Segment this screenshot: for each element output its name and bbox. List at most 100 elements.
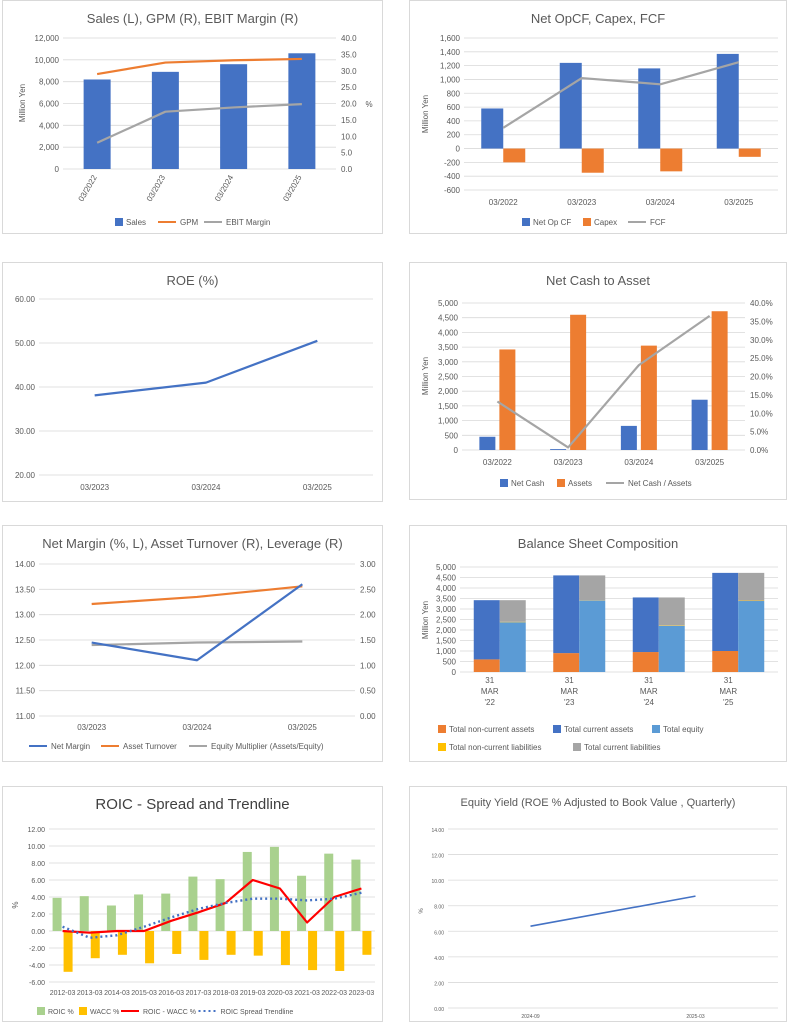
bar-roic [242, 851, 252, 931]
y-tick-label: 30.00 [15, 427, 36, 436]
bar-sales [83, 79, 111, 169]
y2-tick-label: 0.0 [341, 165, 353, 174]
legend-label: WACC % [90, 1009, 119, 1016]
line-equity-yield [530, 895, 696, 927]
bar-roic [351, 859, 361, 931]
line-net-cash-ratio [496, 314, 711, 449]
y-tick-label: 4,000 [438, 328, 459, 337]
y-tick-label: 8.00 [31, 861, 45, 868]
bar-segment [658, 625, 685, 672]
y-tick-label: 6.00 [31, 878, 45, 885]
bar-wacc [253, 931, 263, 956]
y-tick-label: 11.00 [16, 712, 36, 721]
x-tick-label: 2020-03 [267, 990, 293, 997]
chart-title: Net Margin (%, L), Asset Turnover (R), L… [42, 536, 343, 551]
y-tick-label: 1,500 [436, 637, 457, 646]
x-tick-label: MAR [560, 687, 578, 696]
x-tick-label: 2014-03 [104, 990, 130, 997]
bar-segment [632, 597, 659, 653]
x-tick-label: 03/2024 [624, 458, 653, 467]
bar-segment [579, 575, 606, 601]
x-tick-label: 2021-03 [294, 990, 320, 997]
bar-wacc [280, 931, 290, 965]
x-tick-label: '24 [644, 698, 655, 707]
y-tick-label: -400 [444, 172, 461, 181]
y-tick-label: 5,000 [436, 563, 457, 572]
y-tick-label: 12.00 [431, 854, 444, 860]
x-tick-label: 03/2024 [192, 483, 221, 492]
net-cash-to-asset-chart: 0 500 1,000 1,500 2,000 2,500 3,000 3,500 4,000 4… [421, 299, 773, 488]
y-axis-label: Million Yen [18, 84, 27, 122]
y-tick-label: 6,000 [39, 100, 60, 109]
chart-title: Balance Sheet Composition [517, 536, 679, 551]
legend-marker-box [557, 479, 565, 487]
x-tick-label: '25 [723, 698, 734, 707]
bar-roic [106, 905, 116, 931]
chart-panel-roe: ROE (%) 20.00 30.00 40.00 50.00 60.00 03/2023… [2, 262, 383, 502]
chart-title: Net OpCF, Capex, FCF [530, 11, 666, 26]
x-tick-label: 03/2024 [646, 198, 675, 207]
y2-tick-label: 2.00 [360, 611, 376, 620]
bar-capex [581, 148, 604, 173]
y-tick-label: -6.00 [29, 980, 45, 987]
bar-net-op-cf [638, 68, 661, 149]
line-roe [94, 339, 318, 397]
y-tick-label: 2,500 [436, 616, 457, 625]
bar-sales [151, 71, 179, 169]
y-tick-label: 10.00 [431, 879, 444, 885]
line-ebit-margin [96, 103, 302, 144]
legend-label: GPM [180, 218, 199, 227]
y-tick-label: 1,200 [440, 62, 461, 71]
y-axis-label: Million Yen [421, 95, 430, 133]
bar-segment [712, 572, 739, 651]
roe-chart: 20.00 30.00 40.00 50.00 60.00 03/2023 03/2024 0… [15, 295, 373, 492]
y2-tick-label: 35.0 [341, 50, 357, 59]
legend-label: Capex [594, 218, 617, 227]
chart-panel-dupont: Net Margin (%, L), Asset Turnover (R), L… [2, 525, 383, 762]
bar-segment [738, 572, 765, 601]
bar-net-op-cf [559, 62, 582, 149]
bar-capex [660, 148, 683, 172]
y-tick-label: 1,500 [438, 402, 459, 411]
legend-marker-box [583, 218, 591, 226]
bar-roic [324, 853, 334, 931]
line-net-margin [91, 583, 303, 662]
bar-roic [269, 846, 279, 931]
equity-yield-chart: 0.00 2.00 4.00 6.00 8.00 10.00 12.00 14.00% 2024… [419, 828, 778, 1020]
bar-wacc [308, 931, 318, 971]
x-tick-label: 03/2025 [281, 173, 304, 203]
x-tick-label: 2024-09 [521, 1014, 540, 1020]
bar-segment [632, 652, 659, 672]
y-tick-label: 12.00 [15, 661, 36, 670]
y-tick-label: 13.00 [15, 611, 36, 620]
chart-panel-cashflow: Net OpCF, Capex, FCF -600 -400 -200 0 200 400… [409, 0, 787, 234]
x-tick-label: 2025-03 [686, 1014, 705, 1020]
bar-net-cash [550, 449, 567, 450]
bar-net-cash [620, 425, 637, 450]
bar-roic [134, 894, 144, 931]
bar-wacc [335, 931, 345, 971]
y-tick-label: 10,000 [35, 56, 60, 65]
x-tick-label: 03/2023 [145, 173, 168, 203]
x-tick-label: 03/2023 [80, 483, 109, 492]
x-tick-label: 03/2023 [77, 723, 106, 732]
y-tick-label: 1,000 [440, 75, 461, 84]
x-tick-label: 2013-03 [77, 990, 103, 997]
y-axis-label: % [11, 901, 20, 908]
x-tick-label: 2016-03 [158, 990, 184, 997]
y-tick-label: -2.00 [29, 946, 45, 953]
y2-tick-label: 5.0% [750, 428, 768, 437]
x-tick-label: 31 [644, 676, 653, 685]
y-tick-label: 2,500 [438, 373, 459, 382]
y2-tick-label: 40.0 [341, 34, 357, 43]
y2-tick-label: 30.0% [750, 336, 773, 345]
bar-sales [288, 53, 316, 169]
y-tick-label: -600 [444, 186, 461, 195]
y2-tick-label: 15.0% [750, 391, 773, 400]
legend-label: Net Cash / Assets [628, 479, 692, 488]
bar-capex [738, 148, 761, 157]
legend-label: FCF [650, 218, 666, 227]
y-tick-label: 4,000 [436, 584, 457, 593]
y-tick-label: 400 [447, 117, 461, 126]
y-tick-label: 0 [452, 668, 457, 677]
